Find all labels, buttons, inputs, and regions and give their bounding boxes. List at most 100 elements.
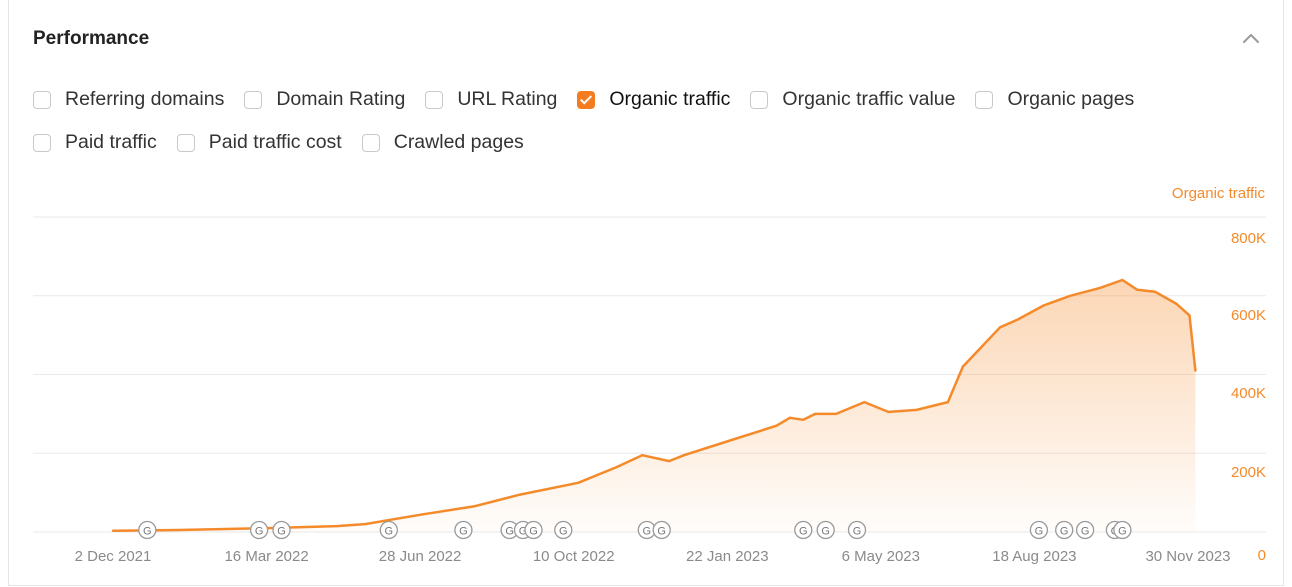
data-point [1098,286,1102,290]
data-point [788,416,792,419]
metric-domain-rating[interactable]: Domain Rating [244,88,405,111]
checkbox[interactable] [244,90,263,109]
x-tick-label: 18 Aug 2023 [992,548,1076,565]
y-tick-label: 600K [1231,307,1266,324]
marker-circle [524,520,543,540]
google-update-marker[interactable]: G [554,520,573,540]
data-point [998,326,1002,329]
google-update-marker[interactable]: G [847,520,867,540]
google-update-marker[interactable]: G [1029,520,1049,540]
google-update-marker[interactable]: G [1055,520,1074,540]
data-point [1069,294,1072,297]
marker-label: G [643,526,652,538]
marker-circle [379,520,398,540]
marker-label: G [1035,526,1044,538]
metric-label: Referring domains [65,88,225,110]
metric-url-rating[interactable]: URL Rating [425,88,557,111]
marker-circle [1055,520,1074,540]
data-point [961,365,965,368]
google-update-marker[interactable]: G [138,520,157,540]
data-point [887,410,890,414]
google-update-marker[interactable]: G [1113,520,1132,540]
marker-circle [794,520,813,540]
metric-label: Paid traffic cost [208,131,342,153]
y-axis-title: Organic traffic [1172,185,1266,202]
marker-circle [1075,520,1095,540]
x-tick-label: 28 Jun 2022 [379,548,462,565]
metric-crawled-pages[interactable]: Crawled pages [361,131,524,154]
data-point [802,418,805,421]
google-update-marker[interactable]: G [1075,520,1095,540]
checkbox[interactable] [176,133,195,152]
marker-circle [847,520,867,540]
metric-toggles-row-1: Referring domains Domain Rating URL Rati… [33,88,1154,111]
data-point [1154,290,1157,293]
marker-label: G [1118,526,1127,538]
google-update-marker[interactable]: G [249,520,269,540]
marker-circle [272,520,291,540]
metric-label: Organic traffic [609,88,731,110]
marker-circle [138,520,157,540]
data-point [1042,304,1045,307]
google-update-marker[interactable]: G [652,520,671,540]
metric-organic-traffic[interactable]: Organic traffic [577,88,730,111]
metric-label: URL Rating [457,88,558,110]
marker-label: G [853,526,862,538]
x-tick-label: 10 Oct 2022 [533,548,615,565]
google-update-marker[interactable]: G [816,520,835,540]
checkbox[interactable] [33,133,51,152]
metric-label: Organic traffic value [782,88,956,110]
data-point [577,481,580,484]
metric-label: Crawled pages [393,131,524,153]
data-point [335,524,338,528]
checkbox[interactable] [33,90,51,109]
metric-paid-traffic[interactable]: Paid traffic [33,131,157,154]
y-axis-ticks: 0 200K 400K 600K 800K [1231,230,1266,564]
metric-organic-traffic-value[interactable]: Organic traffic value [750,88,955,111]
checkbox-checked[interactable] [577,90,596,109]
marker-circle [652,520,671,540]
google-update-marker[interactable]: G [379,520,398,540]
data-point [946,400,950,404]
x-tick-label: 16 Mar 2022 [224,548,308,565]
y-tick-label: 800K [1231,230,1266,247]
metric-referring-domains[interactable]: Referring domains [33,88,224,111]
google-update-marker[interactable]: G [524,520,543,540]
marker-label: G [385,526,394,538]
checkbox[interactable] [750,90,769,109]
marker-circle [454,520,473,540]
marker-circle [1113,520,1132,540]
google-update-marker[interactable]: G [794,520,813,540]
data-point [363,522,367,526]
google-update-marker[interactable]: G [454,520,473,540]
marker-circle [816,520,835,540]
checkbox[interactable] [425,90,444,109]
marker-label: G [255,526,264,538]
checkbox[interactable] [975,90,994,109]
metric-paid-traffic-cost[interactable]: Paid traffic cost [176,131,342,154]
data-point [732,438,735,441]
marker-label: G [799,526,808,538]
data-point [1136,288,1139,291]
marker-label: G [1081,526,1090,538]
data-point [682,454,686,457]
google-update-marker[interactable]: G [272,520,291,540]
data-point [177,528,180,532]
checkbox[interactable] [361,133,380,152]
marker-label: G [1060,526,1069,538]
marker-label: G [529,526,538,538]
data-point [976,349,979,353]
metric-label: Domain Rating [276,88,406,110]
metric-label: Organic pages [1007,88,1135,110]
google-update-marker[interactable]: G [637,520,656,540]
metric-toggles-row-2: Paid traffic Paid traffic cost Crawled p… [33,131,544,154]
collapse-button[interactable] [1240,28,1262,50]
data-point [834,412,838,416]
data-point [518,493,522,496]
metric-organic-pages[interactable]: Organic pages [975,88,1134,111]
data-point [1016,318,1020,321]
google-update-markers: GGGGGGGGGGGGGGGGGGG [138,520,1132,540]
data-point [1194,369,1197,372]
data-point [915,408,918,412]
